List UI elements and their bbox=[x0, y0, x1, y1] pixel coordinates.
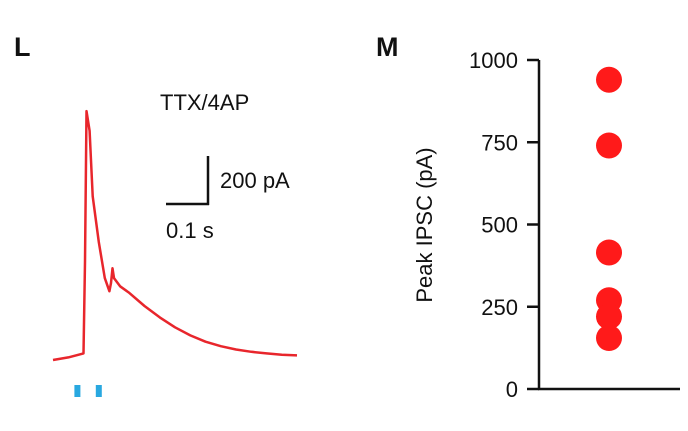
scatter-panel: 0 250 500 750 1000 Peak IPSC (pA) bbox=[412, 48, 680, 402]
data-point-1 bbox=[596, 66, 622, 93]
data-point-5 bbox=[596, 303, 622, 330]
y-tick-label-250: 250 bbox=[481, 295, 518, 320]
stimulus-marker-2 bbox=[95, 385, 102, 397]
scale-bar-y-label: 200 pA bbox=[220, 168, 290, 193]
panel-letter-m: M bbox=[376, 32, 399, 62]
panel-letter-l: L bbox=[14, 32, 31, 62]
data-point-2 bbox=[596, 132, 622, 159]
data-point-3 bbox=[596, 239, 622, 266]
scale-bar-x-label: 0.1 s bbox=[166, 218, 214, 243]
ipsc-trace bbox=[52, 109, 298, 362]
y-tick-label-1000: 1000 bbox=[469, 48, 518, 73]
stimulus-marker-1 bbox=[74, 385, 81, 397]
y-axis-label: Peak IPSC (pA) bbox=[412, 147, 437, 302]
y-tick-label-750: 750 bbox=[481, 130, 518, 155]
data-point-6 bbox=[596, 325, 622, 351]
scale-bar: 200 pA 0.1 s bbox=[166, 156, 290, 243]
legend-ttx-4ap: TTX/4AP bbox=[160, 90, 249, 115]
y-tick-label-500: 500 bbox=[481, 213, 518, 238]
y-tick-label-0: 0 bbox=[506, 377, 518, 402]
trace-panel: TTX/4AP 200 pA 0.1 s bbox=[52, 90, 298, 397]
